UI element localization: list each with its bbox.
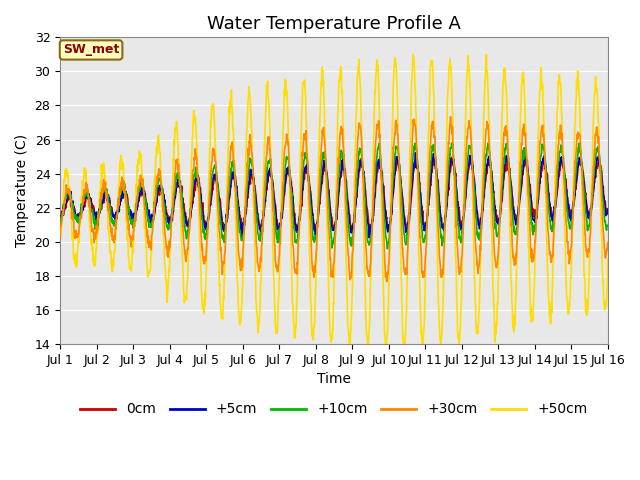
Y-axis label: Temperature (C): Temperature (C) bbox=[15, 134, 29, 247]
Text: SW_met: SW_met bbox=[63, 44, 119, 57]
Title: Water Temperature Profile A: Water Temperature Profile A bbox=[207, 15, 461, 33]
Legend: 0cm, +5cm, +10cm, +30cm, +50cm: 0cm, +5cm, +10cm, +30cm, +50cm bbox=[75, 397, 593, 422]
X-axis label: Time: Time bbox=[317, 372, 351, 386]
